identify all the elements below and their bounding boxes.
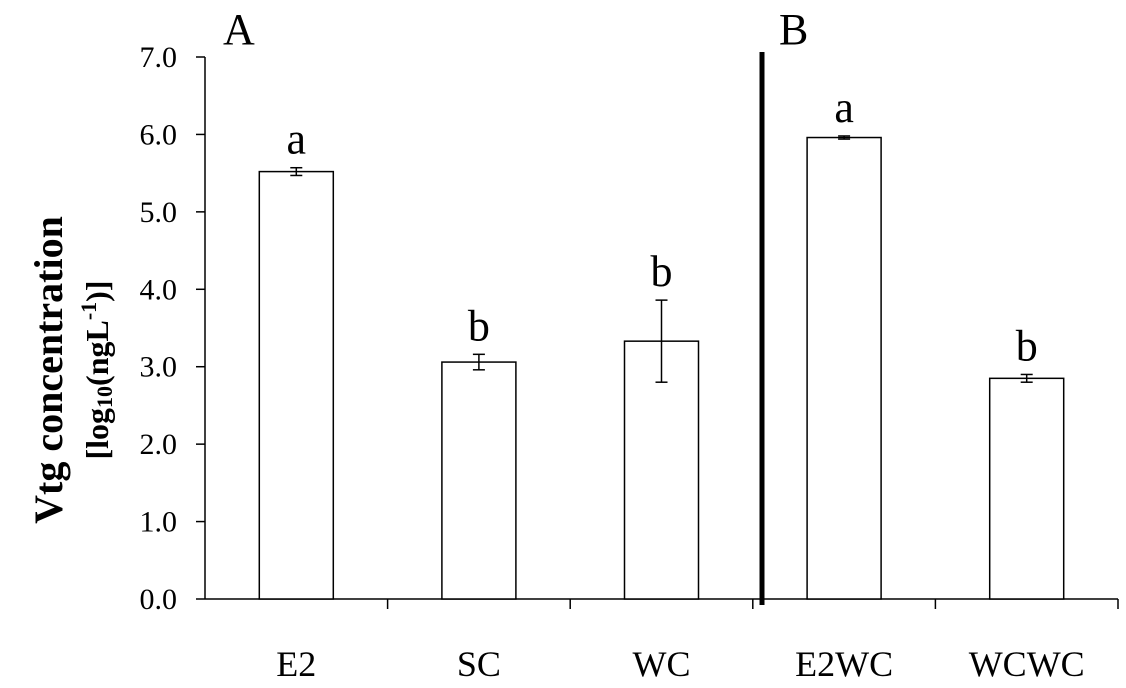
y-tick-label: 0.0	[140, 583, 178, 616]
y-axis-label-subscript: 10	[92, 386, 117, 408]
y-tick-label: 6.0	[140, 118, 178, 151]
y-axis-label-superscript: -1	[76, 302, 101, 320]
category-label: WC	[633, 644, 691, 684]
panel-label-b: B	[779, 5, 808, 54]
y-tick-label: 5.0	[140, 196, 178, 229]
y-axis-label-line2-pre: [log	[79, 408, 115, 460]
y-tick-label: 7.0	[140, 41, 178, 74]
y-axis-label: Vtg concentration [log10(ngL-1)]	[26, 216, 117, 524]
y-tick-label: 1.0	[140, 506, 178, 539]
category-label: E2	[276, 644, 316, 684]
bar-e2	[259, 172, 333, 599]
svg-text:Vtg concentration: Vtg concentration	[26, 216, 71, 524]
panel-label-a: A	[223, 5, 255, 54]
y-axis-label-line2-post: )]	[79, 281, 115, 302]
significance-letter: a	[834, 83, 854, 132]
significance-letter: b	[1016, 321, 1038, 370]
y-axis-label-line2-mid: (ngL	[79, 320, 115, 386]
significance-letter: a	[287, 115, 307, 164]
x-ticks	[388, 599, 1118, 609]
category-label: E2WC	[795, 644, 893, 684]
y-axis-label-line1: Vtg concentration	[26, 216, 71, 524]
y-ticks: 0.0 1.0 2.0 3.0 4.0 5.0 6.0 7.0	[140, 41, 206, 616]
y-tick-label: 3.0	[140, 351, 178, 384]
category-labels: E2 SC WC E2WC WCWC	[276, 644, 1084, 684]
y-tick-label: 4.0	[140, 273, 178, 306]
bar-sc	[442, 362, 516, 599]
y-tick-label: 2.0	[140, 428, 178, 461]
category-label: WCWC	[969, 644, 1085, 684]
bar-wcwc	[990, 378, 1064, 599]
bar-e2wc	[807, 138, 881, 599]
significance-letter: b	[651, 247, 673, 296]
svg-text:[log10(ngL-1)]: [log10(ngL-1)]	[76, 281, 117, 460]
category-label: SC	[457, 644, 501, 684]
significance-letter: b	[468, 301, 490, 350]
